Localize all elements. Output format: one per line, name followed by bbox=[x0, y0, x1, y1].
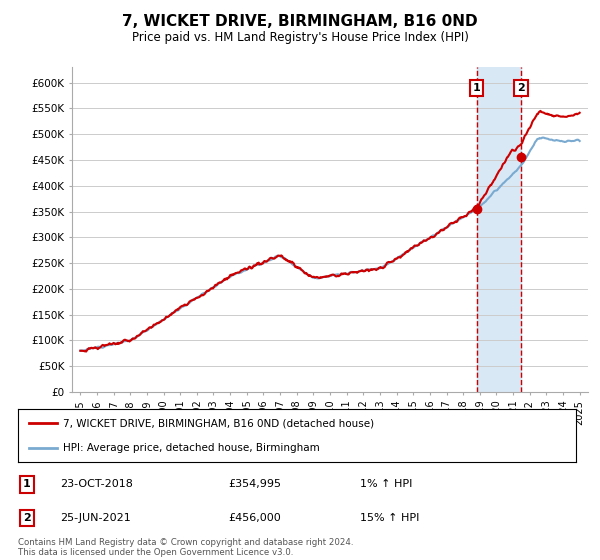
Text: 7, WICKET DRIVE, BIRMINGHAM, B16 0ND: 7, WICKET DRIVE, BIRMINGHAM, B16 0ND bbox=[122, 14, 478, 29]
Text: £354,995: £354,995 bbox=[228, 479, 281, 489]
Text: 2: 2 bbox=[23, 513, 31, 523]
Text: 25-JUN-2021: 25-JUN-2021 bbox=[60, 513, 131, 523]
Text: Contains HM Land Registry data © Crown copyright and database right 2024.
This d: Contains HM Land Registry data © Crown c… bbox=[18, 538, 353, 557]
Text: 7, WICKET DRIVE, BIRMINGHAM, B16 0ND (detached house): 7, WICKET DRIVE, BIRMINGHAM, B16 0ND (de… bbox=[62, 418, 374, 428]
Bar bbox=[476, 67, 521, 392]
Text: 1% ↑ HPI: 1% ↑ HPI bbox=[360, 479, 412, 489]
Text: 1: 1 bbox=[473, 83, 481, 93]
Text: 1: 1 bbox=[23, 479, 31, 489]
Text: 15% ↑ HPI: 15% ↑ HPI bbox=[360, 513, 419, 523]
Text: Price paid vs. HM Land Registry's House Price Index (HPI): Price paid vs. HM Land Registry's House … bbox=[131, 31, 469, 44]
Text: 23-OCT-2018: 23-OCT-2018 bbox=[60, 479, 133, 489]
Text: 2: 2 bbox=[517, 83, 525, 93]
Text: £456,000: £456,000 bbox=[228, 513, 281, 523]
Text: HPI: Average price, detached house, Birmingham: HPI: Average price, detached house, Birm… bbox=[62, 442, 319, 452]
